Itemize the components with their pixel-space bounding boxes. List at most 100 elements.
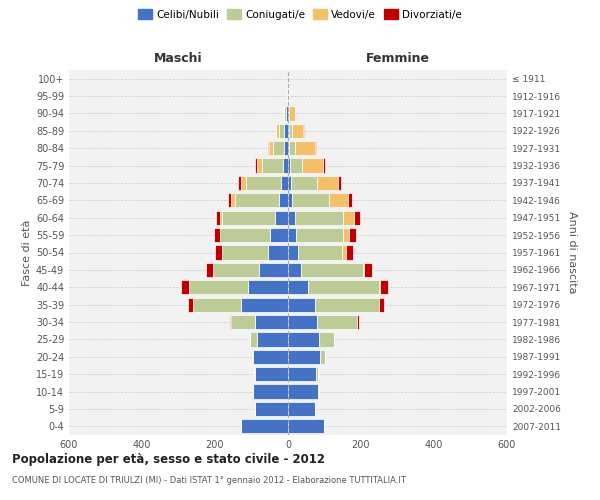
Bar — [284, 124, 288, 138]
Bar — [342, 246, 346, 260]
Bar — [288, 124, 289, 138]
Bar — [193, 298, 241, 312]
Bar — [317, 176, 338, 190]
Bar — [288, 193, 292, 208]
Bar — [290, 158, 302, 172]
Bar — [288, 228, 296, 242]
Bar — [317, 315, 358, 329]
Legend: Celibi/Nubili, Coniugati/e, Vedovi/e, Divorziati/e: Celibi/Nubili, Coniugati/e, Vedovi/e, Di… — [134, 5, 466, 24]
Bar — [288, 332, 319, 346]
Bar — [302, 158, 323, 172]
Bar — [338, 176, 341, 190]
Bar — [288, 263, 301, 277]
Bar — [301, 263, 363, 277]
Bar — [213, 263, 259, 277]
Bar — [289, 141, 295, 156]
Bar — [279, 124, 284, 138]
Bar — [215, 246, 222, 260]
Bar — [284, 106, 286, 120]
Bar — [343, 228, 349, 242]
Bar — [323, 158, 325, 172]
Y-axis label: Fasce di età: Fasce di età — [22, 220, 32, 286]
Bar — [283, 158, 288, 172]
Bar — [364, 263, 373, 277]
Bar — [257, 158, 262, 172]
Bar — [230, 315, 232, 329]
Bar — [259, 263, 288, 277]
Bar — [288, 315, 317, 329]
Bar — [379, 298, 383, 312]
Bar — [228, 193, 232, 208]
Bar — [288, 280, 308, 294]
Bar — [255, 315, 288, 329]
Bar — [223, 246, 268, 260]
Bar — [246, 176, 281, 190]
Bar — [255, 367, 288, 382]
Bar — [255, 402, 288, 416]
Bar — [248, 280, 288, 294]
Text: Maschi: Maschi — [154, 52, 203, 65]
Bar — [275, 210, 288, 225]
Bar — [296, 228, 343, 242]
Bar — [288, 367, 316, 382]
Bar — [284, 141, 288, 156]
Bar — [216, 210, 220, 225]
Bar — [379, 280, 380, 294]
Bar — [303, 124, 304, 138]
Bar — [262, 158, 283, 172]
Bar — [281, 176, 288, 190]
Bar — [286, 106, 288, 120]
Bar — [257, 332, 288, 346]
Bar — [349, 228, 356, 242]
Bar — [288, 106, 289, 120]
Bar — [268, 141, 269, 156]
Bar — [251, 350, 253, 364]
Bar — [181, 280, 190, 294]
Bar — [295, 141, 315, 156]
Bar — [279, 193, 288, 208]
Bar — [253, 384, 288, 398]
Bar — [316, 367, 317, 382]
Text: Femmine: Femmine — [365, 52, 430, 65]
Bar — [255, 158, 257, 172]
Text: Popolazione per età, sesso e stato civile - 2012: Popolazione per età, sesso e stato civil… — [12, 452, 325, 466]
Bar — [270, 228, 288, 242]
Bar — [343, 210, 355, 225]
Bar — [188, 298, 193, 312]
Bar — [241, 298, 288, 312]
Bar — [235, 193, 279, 208]
Bar — [288, 210, 295, 225]
Bar — [206, 263, 213, 277]
Bar — [380, 280, 388, 294]
Bar — [288, 350, 320, 364]
Bar — [289, 106, 295, 120]
Bar — [288, 402, 314, 416]
Bar — [268, 246, 288, 260]
Bar — [292, 124, 303, 138]
Bar — [363, 263, 364, 277]
Bar — [288, 176, 291, 190]
Bar — [288, 141, 289, 156]
Bar — [241, 419, 288, 434]
Bar — [289, 124, 292, 138]
Bar — [346, 246, 353, 260]
Bar — [232, 315, 255, 329]
Bar — [220, 210, 223, 225]
Bar — [232, 193, 235, 208]
Bar — [308, 280, 379, 294]
Bar — [276, 124, 279, 138]
Bar — [214, 228, 220, 242]
Bar — [320, 350, 325, 364]
Bar — [292, 193, 329, 208]
Bar — [288, 384, 318, 398]
Bar — [355, 210, 360, 225]
Bar — [254, 367, 255, 382]
Bar — [288, 419, 324, 434]
Bar — [315, 141, 316, 156]
Y-axis label: Anni di nascita: Anni di nascita — [566, 211, 577, 294]
Bar — [274, 141, 284, 156]
Bar — [241, 176, 246, 190]
Bar — [348, 193, 352, 208]
Bar — [220, 228, 270, 242]
Bar — [316, 298, 379, 312]
